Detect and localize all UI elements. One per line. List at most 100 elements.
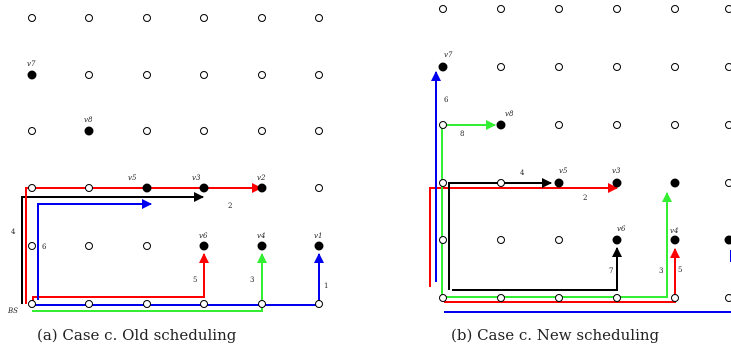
node-v4	[670, 235, 680, 245]
node	[439, 5, 447, 13]
node	[613, 294, 621, 302]
node	[315, 300, 323, 308]
node	[724, 235, 731, 245]
node	[315, 71, 323, 79]
route-b-red	[429, 183, 618, 287]
panel-a-node-labels: v7 v8 v5 v3 v2 v6 v4 v1 BS	[7, 60, 322, 315]
node	[143, 127, 151, 135]
hop-label-3: 3	[250, 276, 254, 284]
node	[725, 121, 731, 129]
hop-label-1: 1	[324, 282, 328, 290]
label-v8: v8	[84, 116, 93, 124]
label-v7: v7	[27, 60, 36, 68]
panel-b-routes	[429, 71, 731, 313]
panel-a-routes	[21, 183, 324, 312]
node	[671, 63, 679, 71]
label-v8: v8	[505, 110, 514, 118]
node	[85, 71, 93, 79]
node	[613, 5, 621, 13]
node	[143, 300, 151, 308]
node	[725, 63, 731, 71]
node	[439, 179, 447, 187]
panel-b-nodes	[438, 5, 731, 302]
hop-label-5: 5	[193, 276, 197, 284]
node	[85, 300, 93, 308]
route-a-red	[25, 183, 262, 304]
node	[555, 5, 563, 13]
route-a-black	[21, 192, 204, 304]
hop-label-6: 6	[444, 96, 449, 104]
node	[85, 242, 93, 250]
hop-label-3: 3	[659, 267, 663, 275]
panel-a-nodes	[27, 14, 324, 308]
node	[258, 14, 266, 22]
node	[555, 121, 563, 129]
node-v6	[199, 241, 209, 251]
node	[315, 184, 323, 192]
node	[497, 5, 505, 13]
node	[497, 179, 505, 187]
node-v2	[257, 183, 267, 193]
hop-label-4: 4	[520, 169, 525, 177]
node	[85, 14, 93, 22]
label-bs: BS	[7, 307, 18, 315]
node	[613, 121, 621, 129]
route-a-green	[32, 253, 267, 312]
route-b-black-v5	[448, 178, 552, 290]
hop-label-4: 4	[11, 228, 16, 236]
label-v2: v2	[257, 174, 266, 182]
label-v5: v5	[128, 174, 137, 182]
node	[671, 294, 679, 302]
label-v7: v7	[444, 51, 453, 59]
node	[200, 71, 208, 79]
node	[200, 127, 208, 135]
node-v5	[554, 178, 564, 188]
node	[143, 14, 151, 22]
label-v3: v3	[612, 167, 621, 175]
label-v5: v5	[559, 167, 568, 175]
node-bs	[439, 294, 447, 302]
hop-label-5: 5	[678, 266, 682, 274]
node-v8	[496, 120, 506, 130]
node-v5	[142, 183, 152, 193]
node	[555, 294, 563, 302]
caption-panel-b: (b) Case c. New scheduling	[451, 326, 660, 344]
node	[555, 63, 563, 71]
hop-label-2: 2	[228, 202, 232, 210]
node	[671, 5, 679, 13]
label-v1: v1	[314, 232, 322, 240]
label-v6: v6	[617, 225, 626, 233]
node-v3	[199, 183, 209, 193]
route-b-green-v4	[443, 192, 672, 298]
node	[85, 184, 93, 192]
label-v4: v4	[257, 232, 265, 240]
node	[315, 127, 323, 135]
node-v1	[314, 241, 324, 251]
node	[613, 63, 621, 71]
route-a-red-short	[32, 253, 209, 304]
node	[725, 179, 731, 187]
node	[143, 242, 151, 250]
route-a-blue-upper	[37, 199, 152, 300]
hop-label-8: 8	[460, 130, 464, 138]
node	[670, 178, 680, 188]
node-v4	[257, 241, 267, 251]
node	[497, 236, 505, 244]
node	[258, 127, 266, 135]
node-v7	[27, 70, 37, 80]
node	[200, 14, 208, 22]
node	[555, 236, 563, 244]
node	[497, 294, 505, 302]
caption-panel-a: (a) Case c. Old scheduling	[37, 326, 237, 344]
hop-label-7: 7	[609, 267, 613, 275]
route-b-black-v6	[452, 247, 622, 291]
node	[671, 121, 679, 129]
label-v4: v4	[670, 227, 678, 235]
node	[200, 300, 208, 308]
node	[315, 14, 323, 22]
hop-label-6: 6	[42, 243, 47, 251]
node-v7	[438, 62, 448, 72]
node	[258, 300, 266, 308]
node	[28, 184, 36, 192]
